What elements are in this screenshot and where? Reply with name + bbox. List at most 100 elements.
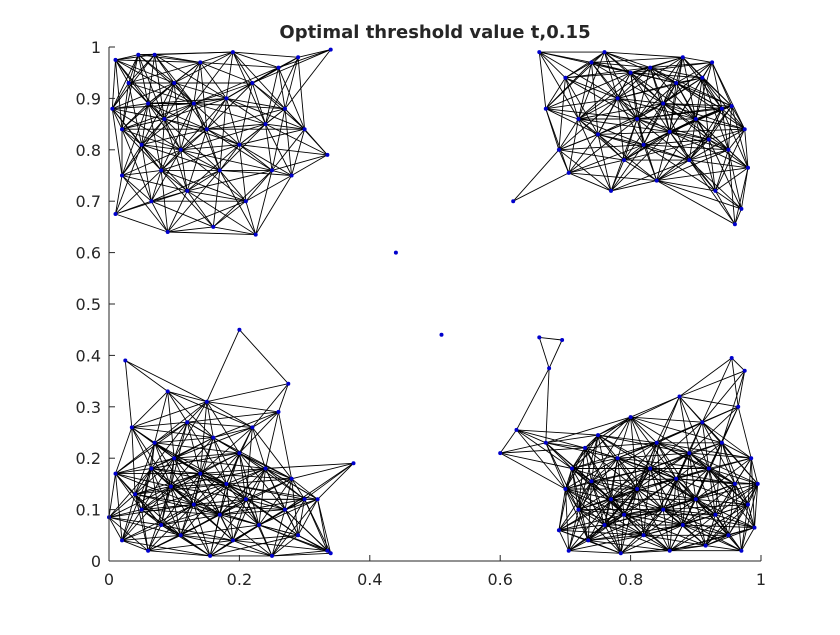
graph-edge <box>565 488 612 500</box>
graph-edge <box>649 468 664 510</box>
graph-edge <box>121 175 169 233</box>
data-point <box>217 512 222 517</box>
graph-edge <box>656 131 671 181</box>
graph-edge <box>578 103 664 120</box>
graph-edge <box>131 427 136 495</box>
data-point <box>120 173 124 178</box>
graph-edge <box>206 401 240 454</box>
graph-edge <box>747 504 755 528</box>
graph-edge <box>695 457 752 500</box>
graph-edge <box>591 62 664 104</box>
graph-edge <box>701 421 736 485</box>
graph-edge <box>173 82 195 104</box>
graph-edge <box>164 62 201 120</box>
graph-edge <box>571 442 657 469</box>
graph-edge <box>238 144 247 202</box>
graph-edge <box>180 524 260 536</box>
graph-edge <box>206 329 240 402</box>
graph-edge <box>200 473 260 526</box>
graph-edge <box>186 190 256 235</box>
graph-edge <box>669 514 716 552</box>
graph-edge <box>565 488 579 510</box>
graph-edge <box>623 118 638 161</box>
graph-edge <box>568 550 621 554</box>
graph-edge <box>115 473 123 541</box>
graph-edge <box>141 509 220 516</box>
graph-edge <box>245 468 266 500</box>
data-point <box>622 158 627 163</box>
graph-edge <box>715 190 742 210</box>
graph-edge <box>180 534 233 541</box>
data-point <box>263 466 268 471</box>
y-tick-label: 0.6 <box>76 244 101 263</box>
graph-edge <box>151 468 201 475</box>
graph-edge <box>226 483 318 500</box>
graph-edge <box>265 108 286 125</box>
data-point <box>149 199 154 204</box>
graph-edge <box>649 442 658 469</box>
graph-edge <box>193 62 201 104</box>
graph-edge <box>610 180 657 192</box>
graph-edge <box>265 123 293 176</box>
data-point <box>257 523 261 527</box>
graph-edge <box>617 457 638 490</box>
graph-edge <box>134 494 143 510</box>
graph-edge <box>545 442 618 459</box>
data-point <box>224 96 229 101</box>
graph-edge <box>200 473 247 500</box>
graph-edge <box>650 67 732 107</box>
graph-edge <box>141 103 149 145</box>
graph-edge <box>688 159 736 225</box>
data-point <box>693 117 698 121</box>
graph-edge <box>656 180 742 210</box>
data-point <box>511 199 516 204</box>
graph-edge <box>154 54 201 63</box>
graph-edge <box>164 118 182 151</box>
data-point <box>276 409 281 414</box>
graph-edge <box>121 144 142 176</box>
graph-edge <box>630 416 690 454</box>
graph-edge <box>747 458 752 505</box>
data-point <box>537 50 542 55</box>
data-point <box>178 533 183 538</box>
data-point <box>654 178 659 183</box>
graph-edge <box>128 82 143 145</box>
graph-edge <box>131 391 169 428</box>
graph-edge <box>591 51 605 63</box>
graph-edge <box>115 421 188 474</box>
graph-edge <box>219 514 234 541</box>
graph-edge <box>219 144 240 171</box>
graph-edge <box>271 499 305 557</box>
graph-edge <box>721 442 752 459</box>
graph-edge <box>695 499 707 546</box>
graph-edge <box>284 108 293 176</box>
graph-edge <box>160 458 175 526</box>
graph-edge <box>167 190 188 233</box>
data-point <box>211 435 216 440</box>
graph-edge <box>297 57 306 130</box>
y-tick-label: 0.8 <box>76 141 101 160</box>
graph-edge <box>558 468 573 531</box>
data-point <box>560 338 565 342</box>
graph-edge <box>679 396 739 408</box>
y-tick-label: 0 <box>91 552 101 571</box>
graph-edge <box>721 442 736 485</box>
graph-edge <box>245 170 273 202</box>
graph-edge <box>180 534 211 557</box>
graph-edge <box>688 159 742 210</box>
graph-edge <box>170 486 182 536</box>
graph-edge <box>225 483 234 541</box>
graph-edge <box>591 480 664 511</box>
graph-edge <box>688 422 703 454</box>
graph-edge <box>278 67 286 109</box>
graph-edge <box>675 82 745 130</box>
graph-edge <box>174 426 253 459</box>
graph-edge <box>721 108 729 150</box>
graph-edge <box>682 524 729 536</box>
graph-edge <box>134 493 182 536</box>
graph-edge <box>141 103 195 146</box>
graph-edge <box>734 457 752 485</box>
graph-edge <box>180 103 195 150</box>
graph-edge <box>688 118 697 161</box>
graph-edge <box>115 59 129 84</box>
